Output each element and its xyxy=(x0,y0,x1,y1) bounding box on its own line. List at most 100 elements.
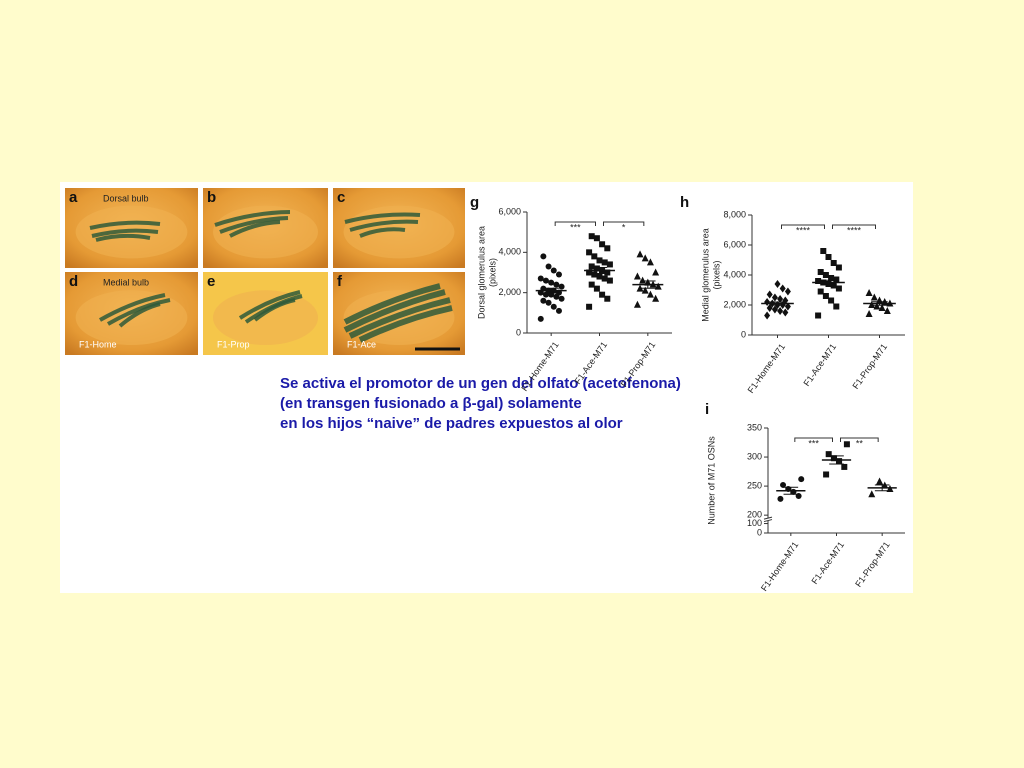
data-point xyxy=(817,288,824,295)
data-point xyxy=(586,269,593,276)
significance-bracket xyxy=(794,437,833,442)
significance-bracket xyxy=(832,224,876,229)
y-tick-label: 4,000 xyxy=(498,247,521,257)
panel-title: Dorsal bulb xyxy=(103,193,149,203)
data-point xyxy=(822,272,829,278)
glomerulus-stain xyxy=(89,220,161,230)
glomerulus-stain xyxy=(106,298,171,326)
data-point xyxy=(591,271,598,278)
data-point xyxy=(604,295,611,302)
data-point xyxy=(599,241,606,248)
panel-letter: f xyxy=(337,273,343,290)
data-point xyxy=(550,267,557,274)
caption-line: (en transgen fusionado a β-gal) solament… xyxy=(280,395,582,412)
panel-letter: i xyxy=(705,401,709,418)
data-point xyxy=(553,281,560,288)
data-point xyxy=(550,303,557,310)
data-point xyxy=(825,451,832,458)
data-point xyxy=(601,275,608,282)
data-point xyxy=(843,441,850,448)
y-tick-label: 6,000 xyxy=(498,206,521,216)
data-point xyxy=(835,264,842,271)
data-point xyxy=(537,275,544,282)
data-point xyxy=(588,281,595,288)
caption-line: Se activa el promotor de un gen del olfa… xyxy=(280,375,681,392)
data-point xyxy=(593,235,600,242)
data-point xyxy=(780,481,787,488)
data-point xyxy=(596,273,603,280)
panel-letter: e xyxy=(207,273,215,290)
data-point xyxy=(636,250,644,258)
significance-bracket xyxy=(554,221,596,226)
significance-bracket xyxy=(781,224,825,229)
data-point xyxy=(868,301,876,308)
significance-label: **** xyxy=(796,225,811,235)
data-point xyxy=(766,290,773,299)
y-tick-label: 0 xyxy=(757,527,762,537)
data-point xyxy=(599,291,606,298)
glomerulus-stain xyxy=(359,227,406,238)
y-axis-label: (pixels) xyxy=(711,260,721,289)
glomerulus-stain xyxy=(219,216,289,234)
data-point xyxy=(836,458,843,465)
glomerulus-stain xyxy=(214,210,291,227)
data-point xyxy=(815,312,822,319)
data-point xyxy=(604,245,611,252)
y-axis-label: Dorsal glomerulus area xyxy=(476,226,486,319)
data-point xyxy=(588,233,595,240)
y-tick-label: 0 xyxy=(516,327,521,337)
y-tick-label: 100 xyxy=(747,518,762,528)
data-point xyxy=(633,300,641,308)
y-tick-label: 350 xyxy=(747,422,762,432)
significance-bracket xyxy=(840,437,879,442)
data-point xyxy=(596,257,603,264)
significance-bracket xyxy=(603,221,645,226)
panel-letter: h xyxy=(680,194,689,211)
data-point xyxy=(777,495,784,502)
data-point xyxy=(828,275,835,281)
data-point xyxy=(883,307,891,314)
data-point xyxy=(601,259,608,266)
panel-letter: d xyxy=(69,273,78,290)
data-point xyxy=(865,289,873,296)
axis-break xyxy=(763,516,773,520)
significance-label: ** xyxy=(856,438,864,448)
glomerulus-stain xyxy=(118,302,161,328)
data-point xyxy=(820,248,827,254)
data-point xyxy=(777,307,784,315)
glomerulus-stain xyxy=(253,298,296,322)
y-axis-label: Medial glomerulus area xyxy=(700,228,710,322)
panel-caption: F1-Home xyxy=(79,339,117,349)
glomerulus-stain xyxy=(344,212,421,224)
data-point xyxy=(633,272,641,280)
data-point xyxy=(641,286,649,294)
data-point xyxy=(652,294,660,302)
data-point xyxy=(830,282,837,289)
y-tick-label: 0 xyxy=(741,329,746,339)
glomerulus-stain xyxy=(95,233,151,242)
glomerulus-stain xyxy=(238,290,301,320)
data-point xyxy=(830,260,837,266)
y-tick-label: 200 xyxy=(747,510,762,520)
y-tick-label: 8,000 xyxy=(723,209,746,219)
data-point xyxy=(542,277,549,284)
significance-label: *** xyxy=(570,222,581,232)
y-tick-label: 2,000 xyxy=(498,287,521,297)
significance-label: * xyxy=(622,222,626,232)
data-point xyxy=(545,299,552,306)
data-point xyxy=(646,258,654,266)
data-point xyxy=(545,263,552,270)
data-point xyxy=(833,276,840,283)
data-point xyxy=(822,293,829,299)
data-point xyxy=(777,295,784,303)
bulb-shape xyxy=(213,290,318,346)
axis-break xyxy=(763,519,773,523)
data-point xyxy=(639,276,647,284)
figure-panel xyxy=(60,182,913,593)
data-point xyxy=(798,476,805,483)
data-point xyxy=(593,285,600,292)
data-point xyxy=(646,290,654,298)
glomerulus-stain xyxy=(99,293,166,322)
significance-label: **** xyxy=(847,225,862,235)
